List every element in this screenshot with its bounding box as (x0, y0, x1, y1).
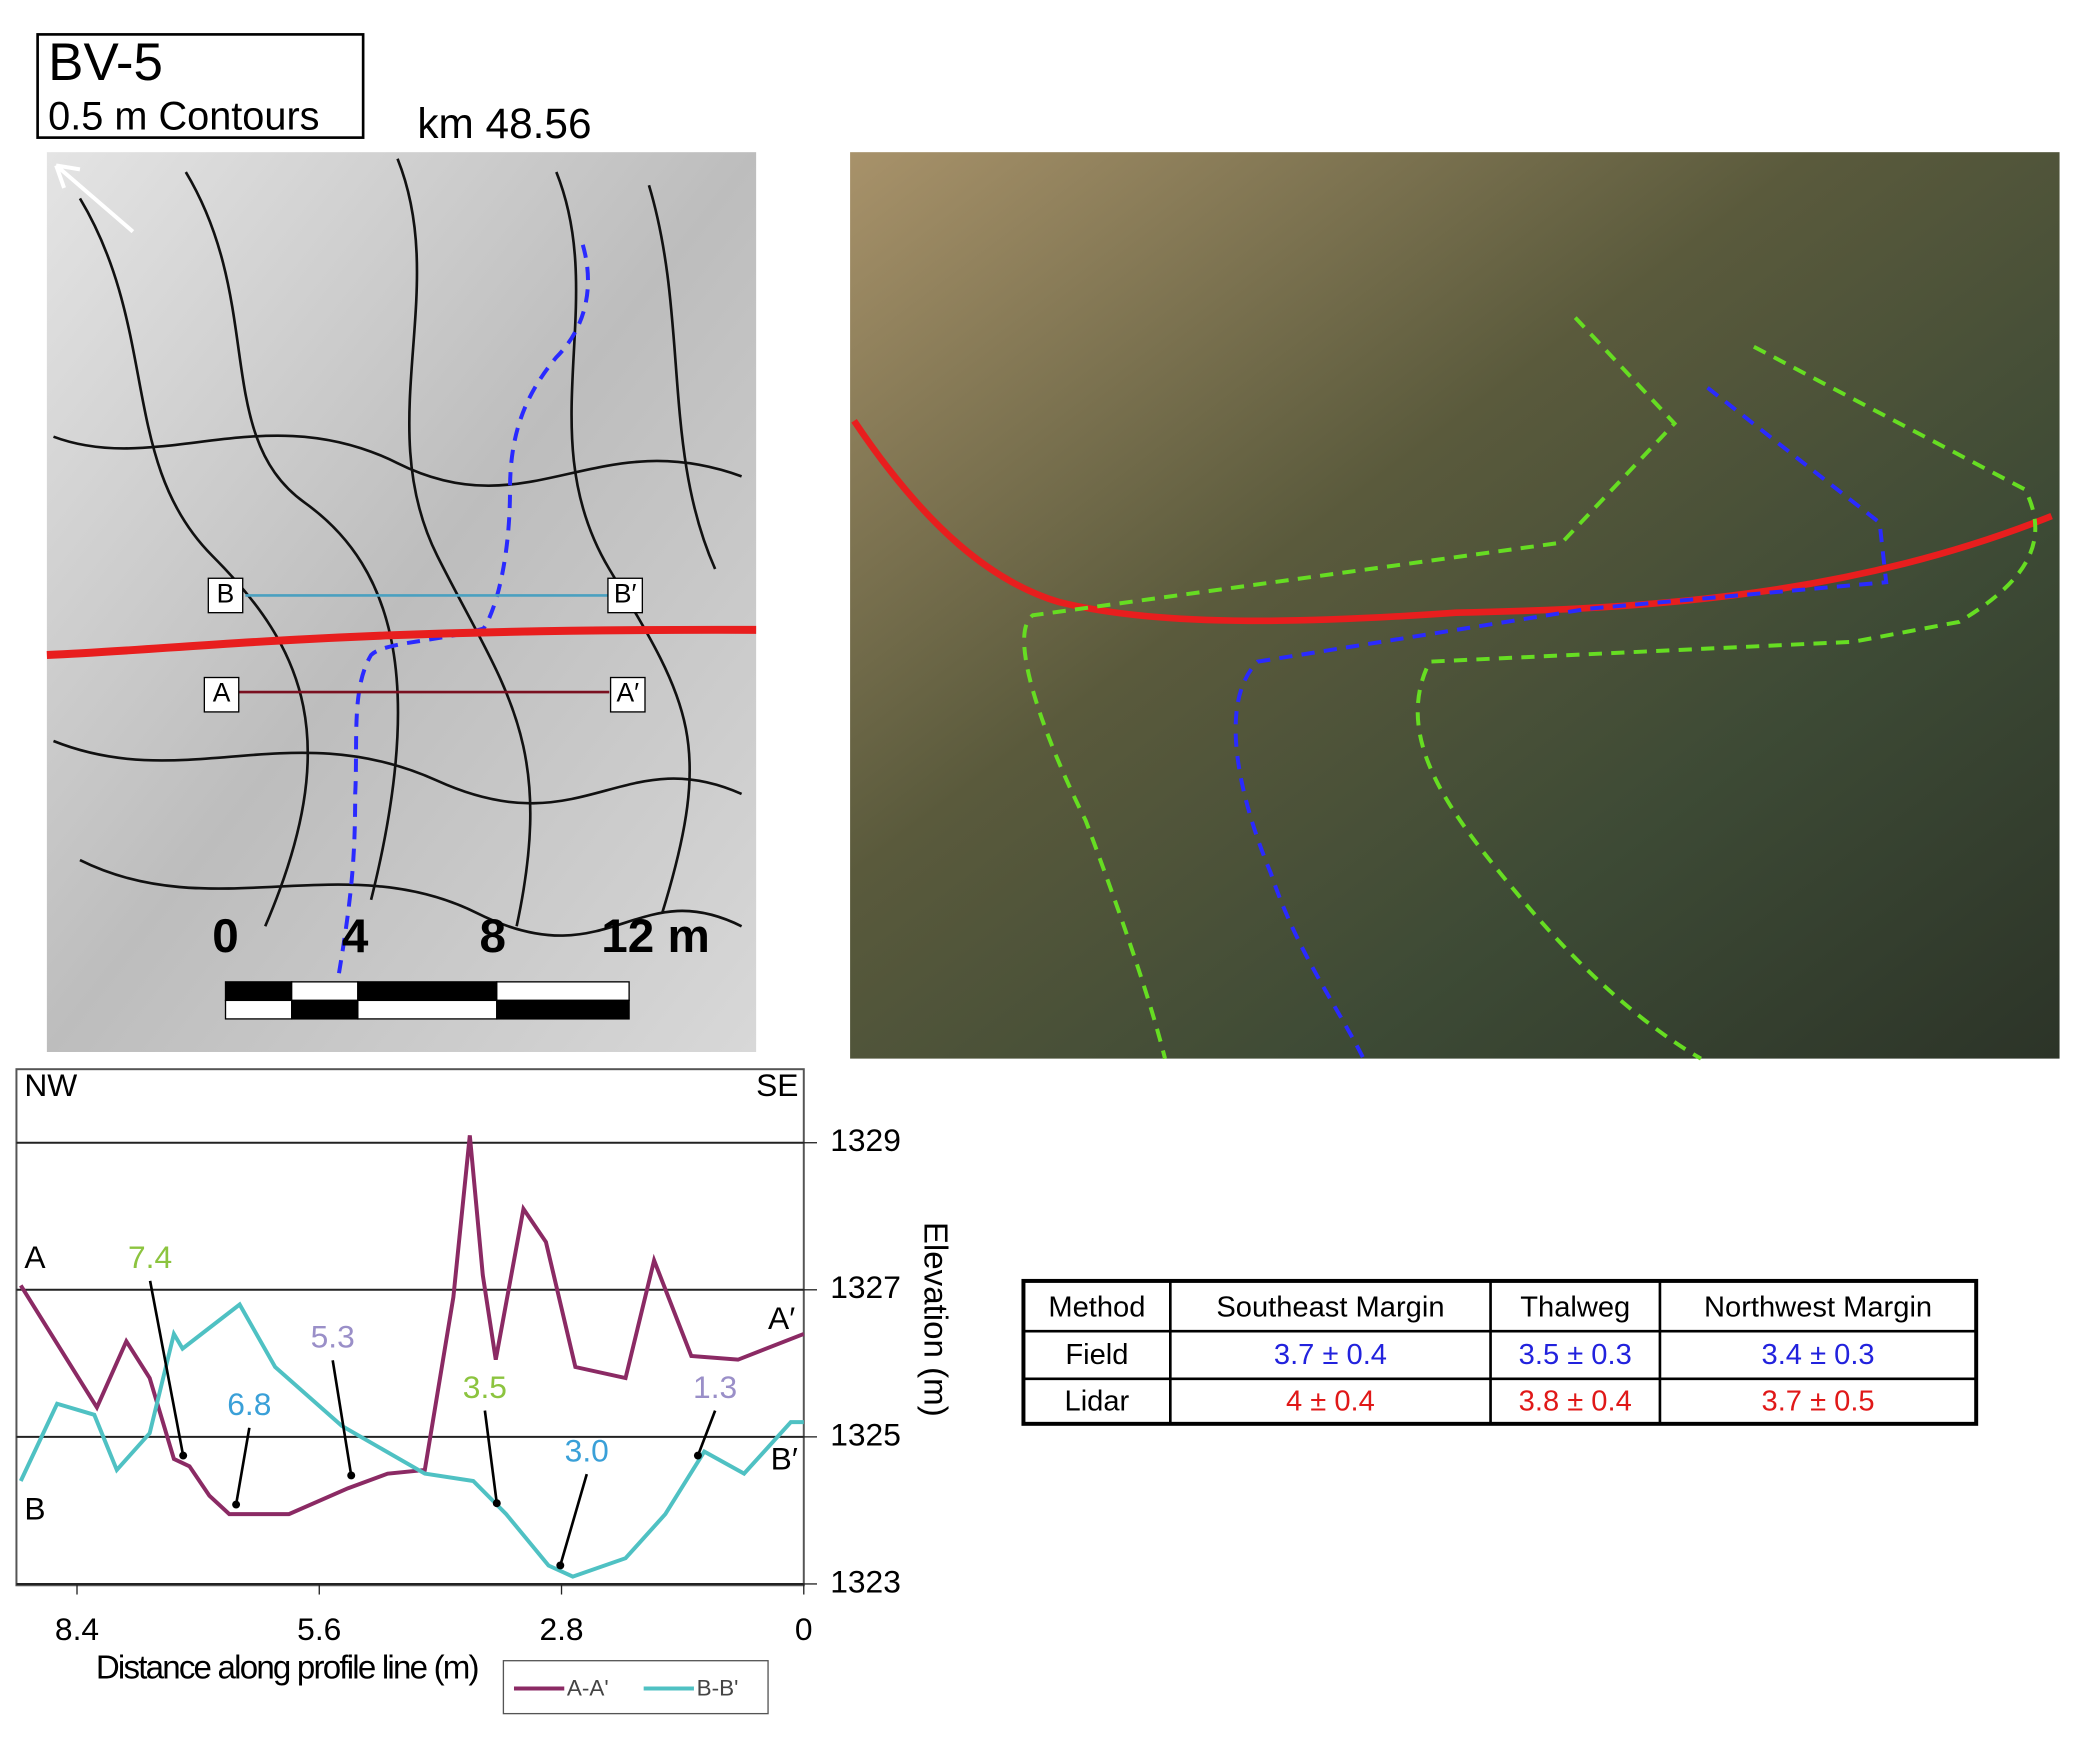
x-tick-label: 0 (795, 1611, 813, 1647)
scale-bar (224, 981, 293, 1002)
title-box (36, 33, 365, 139)
map-subtitle: 0.5 m Contours (48, 95, 319, 139)
x-tick-label: 5.6 (297, 1611, 341, 1647)
table-border (1021, 1278, 1979, 1426)
map-title: BV-5 (48, 33, 163, 92)
scale-label: 8 (480, 910, 507, 963)
photo-channel (1233, 386, 1889, 1060)
photo-margin-se (1022, 316, 1678, 1060)
scale-bar (291, 981, 359, 1002)
table-header: Method (1048, 1291, 1145, 1323)
north-arrow (54, 163, 135, 234)
scale-label: 12 m (601, 910, 710, 963)
profile-label: B (217, 578, 235, 608)
table-cell: Lidar (1065, 1385, 1130, 1417)
legend-label: B-B' (697, 1676, 739, 1701)
profile-label-box (607, 577, 644, 614)
photo-fault-trace (851, 418, 2053, 625)
x-tick-label: 2.8 (539, 1611, 583, 1647)
scale-label: 4 (342, 910, 369, 963)
annotation-arrow (483, 1410, 499, 1504)
profile-label: A′ (616, 678, 639, 708)
annotation: 1.3 (693, 1369, 737, 1405)
map-location: km 48.56 (417, 100, 591, 147)
series-line (18, 1301, 804, 1579)
profile-label-box (609, 676, 646, 713)
fault-trace (46, 625, 757, 659)
table-cell: 3.7 ± 0.5 (1762, 1385, 1875, 1417)
annotation: 6.8 (227, 1386, 271, 1422)
table-cell: 3.5 ± 0.3 (1519, 1339, 1632, 1371)
profile-label: A (213, 678, 231, 708)
scale-bar (291, 999, 359, 1020)
scale-bar (496, 999, 630, 1020)
annotation-arrow (559, 1473, 589, 1566)
table-header: Thalweg (1520, 1291, 1630, 1323)
arrow-head (179, 1451, 188, 1460)
y-tick-label: 1323 (830, 1563, 901, 1599)
corner-label: SE (756, 1067, 798, 1103)
table-cell: Field (1065, 1339, 1128, 1371)
corner-label: NW (24, 1067, 77, 1103)
scale-bar (357, 999, 498, 1020)
profile-label: B′ (614, 578, 637, 608)
profile-label-box (203, 676, 240, 713)
photo-margin-nw (1415, 344, 2038, 1061)
x-tick-label: 8.4 (55, 1611, 99, 1647)
table-header: Northwest Margin (1704, 1291, 1932, 1323)
table-cell: 3.4 ± 0.3 (1762, 1339, 1875, 1371)
annotation-arrow (696, 1410, 717, 1457)
field-photo (850, 152, 2060, 1059)
y-tick-label: 1329 (830, 1122, 901, 1158)
end-label: A (24, 1239, 46, 1275)
plot-frame (15, 1068, 805, 1587)
scale-bar (224, 999, 293, 1020)
annotation-arrow (148, 1280, 185, 1456)
end-label: B′ (771, 1440, 798, 1476)
table-header: Southeast Margin (1216, 1291, 1444, 1323)
arrow-head (347, 1471, 356, 1480)
table-cell: 3.8 ± 0.4 (1519, 1385, 1632, 1417)
annotation: 3.0 (565, 1432, 609, 1468)
annotation-arrow (331, 1360, 353, 1476)
scale-label: 0 (212, 910, 239, 963)
table-cell: 3.7 ± 0.4 (1274, 1339, 1387, 1371)
series-line (19, 1135, 805, 1517)
arrow-head (556, 1561, 565, 1570)
y-tick-label: 1327 (830, 1269, 901, 1305)
end-label: B (24, 1491, 45, 1527)
end-label: A′ (768, 1300, 795, 1336)
arrow-head (693, 1451, 702, 1460)
arrow-head (232, 1500, 241, 1509)
annotation: 7.4 (128, 1239, 172, 1275)
annotation-arrow (234, 1427, 251, 1505)
profile-label-box (207, 577, 244, 614)
x-axis-label: Distance along profile line (m) (96, 1650, 480, 1687)
table-cell: 4 ± 0.4 (1286, 1385, 1375, 1417)
arrow-head (492, 1499, 501, 1508)
contours (53, 158, 743, 937)
y-axis-label: Elevation (m) (917, 1222, 954, 1417)
annotation: 3.5 (463, 1369, 507, 1405)
scale-bar (496, 981, 630, 1002)
y-tick-label: 1325 (830, 1416, 901, 1452)
legend-label: A-A' (567, 1676, 609, 1701)
scale-bar (357, 981, 498, 1002)
annotation: 5.3 (311, 1319, 355, 1355)
